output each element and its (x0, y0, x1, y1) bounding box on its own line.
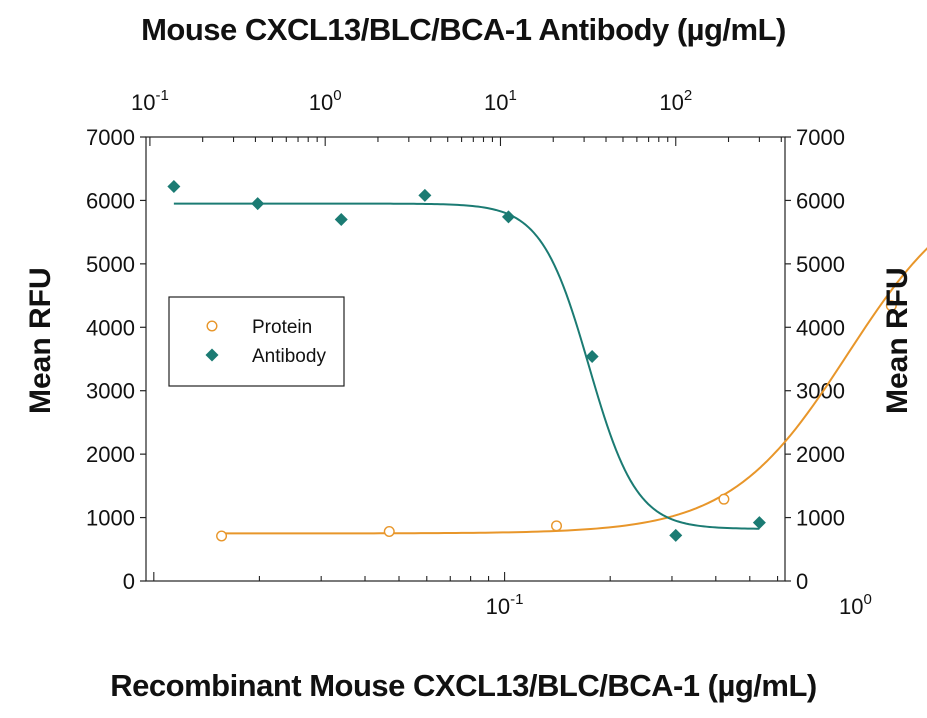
y-tick-label-right: 0 (796, 569, 808, 594)
antibody-data-point (752, 516, 766, 530)
bottom-axis-title: Recombinant Mouse CXCL13/BLC/BCA-1 (µg/m… (110, 668, 817, 703)
y-tick-label-right: 6000 (796, 188, 845, 213)
y-tick-label-left: 5000 (86, 252, 135, 277)
y-tick-label-left: 7000 (86, 125, 135, 150)
x-bottom-tick-label: 10-1 (486, 591, 524, 619)
y-tick-label-left: 0 (123, 569, 135, 594)
legend: Protein Antibody (168, 296, 345, 387)
protein-data-point (718, 493, 730, 505)
antibody-data-point (501, 210, 515, 224)
x-top-tick-label: 10-1 (131, 87, 169, 115)
x-top-tick-label: 101 (484, 87, 517, 115)
top-axis-title: Mouse CXCL13/BLC/BCA-1 Antibody (µg/mL) (141, 12, 786, 47)
plot-frame (145, 136, 786, 582)
y-tick-label-left: 3000 (86, 379, 135, 404)
antibody-data-point (251, 197, 265, 211)
right-axis-label: Mean RFU (881, 267, 914, 414)
y-tick-label-right: 2000 (796, 442, 845, 467)
legend-marker-antibody (205, 348, 219, 362)
legend-box (168, 296, 345, 387)
antibody-data-point (585, 349, 599, 363)
x-top-tick-label: 100 (309, 87, 342, 115)
y-tick-label-left: 1000 (86, 506, 135, 531)
y-tick-label-left: 6000 (86, 188, 135, 213)
antibody-fit-curve (173, 202, 760, 530)
y-tick-label-left: 4000 (86, 315, 135, 340)
protein-data-point (551, 520, 563, 532)
y-tick-label-right: 7000 (796, 125, 845, 150)
antibody-data-point (418, 188, 432, 202)
legend-label-protein: Protein (252, 317, 312, 338)
left-axis-label: Mean RFU (24, 267, 57, 414)
protein-fit-curve (221, 247, 927, 535)
antibody-data-point (669, 528, 683, 542)
antibody-data-point (334, 212, 348, 226)
y-tick-label-left: 2000 (86, 442, 135, 467)
protein-data-point (216, 530, 228, 542)
y-tick-label-right: 3000 (796, 379, 845, 404)
x-top-tick-label: 102 (659, 87, 692, 115)
protein-data-point (885, 300, 897, 312)
legend-label-antibody: Antibody (252, 346, 326, 367)
legend-marker-protein (206, 320, 218, 332)
y-tick-label-right: 4000 (796, 315, 845, 340)
y-tick-label-right: 5000 (796, 252, 845, 277)
antibody-data-point (167, 179, 181, 193)
x-bottom-tick-label: 100 (839, 591, 872, 619)
y-tick-label-right: 1000 (796, 506, 845, 531)
protein-data-point (383, 526, 395, 538)
